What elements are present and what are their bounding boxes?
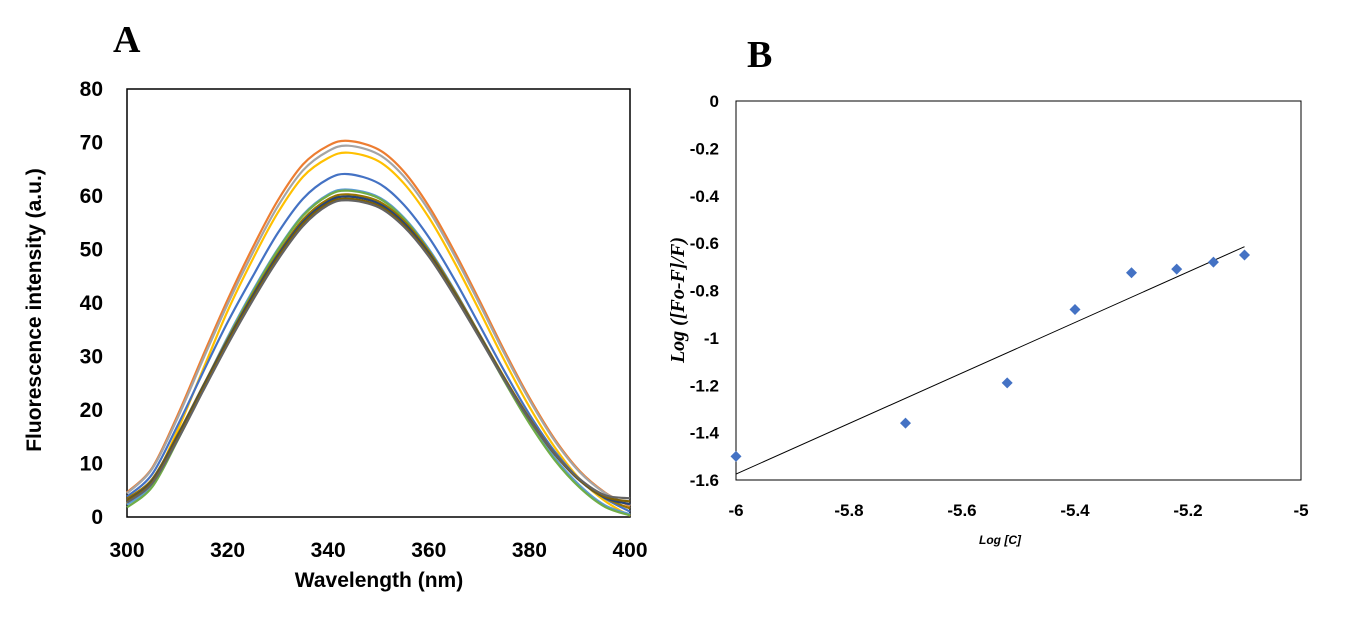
panel-b-y-tick-label: -0.4: [690, 187, 720, 206]
panel-b-data-point: [730, 450, 742, 462]
panel-a-series-lines: [126, 139, 631, 517]
panel-b-data-point: [1069, 303, 1081, 315]
panel-a-x-axis-label: Wavelength (nm): [295, 569, 463, 592]
panel-b-y-tick-label: -1.6: [690, 471, 719, 490]
panel-b-y-tick-label: -1.4: [690, 424, 720, 443]
panel-b-data-point: [900, 417, 911, 429]
panel-b-tick-labels: -6 -5.8 -5.6 -5.4 -5.2 -5 0 -0.2 -0.4 -0.6 -0.8 -1 -…: [690, 92, 1309, 520]
panel-a-y-axis-label: Fluorescence intensity (a.u.): [23, 168, 46, 452]
panel-a-series-line: [126, 172, 631, 513]
panel-a-y-tick-label: 10: [80, 453, 103, 476]
panel-b-data-point: [1239, 249, 1250, 261]
panel-a-x-tick-label: 340: [311, 539, 346, 562]
panel-b-y-axis-label: Log ([Fo-F]/F): [667, 237, 689, 364]
panel-a-series-line: [126, 144, 631, 507]
panel-b-y-tick-label: -1.2: [690, 376, 719, 395]
panel-a-x-tick-label: 360: [411, 539, 446, 562]
panel-b-trendline-group: [735, 246, 1245, 475]
panel-a-y-tick-label: 30: [80, 346, 103, 369]
panel-b-data-points: [730, 249, 1250, 462]
panel-b-chart: B -6 -5.8 -5.6 -5.4 -5.2 -50-0.2-0.4-0.6-0.8-…: [667, 34, 1309, 547]
panel-b-y-tick-label: 0: [710, 92, 719, 111]
panel-a-tick-labels: 300 320 340 360 380 400 0 10 20 30 40 50 60 70 80: [80, 78, 648, 562]
panel-a-y-tick-label: 50: [80, 239, 103, 262]
panel-b-x-tick-label: -6: [728, 501, 743, 520]
panel-b-data-point: [1126, 267, 1137, 279]
panel-b-y-tick-label: -0.8: [690, 282, 719, 301]
panel-a-x-tick-label: 320: [210, 539, 245, 562]
panel-b-x-tick-label: -5.6: [947, 501, 976, 520]
panel-b-data-point: [1171, 263, 1183, 275]
panel-b-x-axis-label: Log [C]: [979, 533, 1022, 547]
panel-b-x-tick-label: -5.2: [1173, 501, 1202, 520]
panel-a-y-tick-label: 20: [80, 399, 103, 422]
panel-a-series-line: [126, 199, 631, 504]
panel-a-x-tick-label: 400: [612, 539, 647, 562]
panel-b-data-point: [1001, 377, 1013, 389]
panel-a-y-tick-label: 40: [80, 292, 103, 315]
panel-b-plot-area: [735, 100, 1302, 481]
panel-b-letter: B: [747, 34, 772, 76]
panel-a-y-tick-label: 80: [80, 78, 103, 101]
panel-a-chart: A 300 320 340 360 380 400 0 10 20 30 40 50 60 70 80 Wa…: [23, 19, 648, 592]
panel-a-x-tick-label: 380: [512, 539, 547, 562]
panel-b-y-tick-label: -1: [704, 329, 719, 348]
panel-b-data-point: [1207, 256, 1219, 268]
panel-b-y-tick-label: -0.6: [690, 234, 719, 253]
panel-a-x-tick-label: 300: [109, 539, 144, 562]
panel-a-series-line: [126, 151, 631, 517]
panel-a-y-tick-label: 70: [80, 132, 103, 155]
panel-b-x-tick-label: -5.8: [834, 501, 863, 520]
panel-a-y-tick-label: 0: [91, 506, 103, 529]
panel-b-x-tick-label: -5: [1293, 501, 1308, 520]
panel-b-trendline: [735, 246, 1245, 475]
panel-b-y-tick-label: -0.2: [690, 139, 719, 158]
panel-b-x-tick-label: -5.4: [1060, 501, 1090, 520]
panel-a-y-tick-label: 60: [80, 185, 103, 208]
panel-a-letter: A: [113, 19, 141, 61]
